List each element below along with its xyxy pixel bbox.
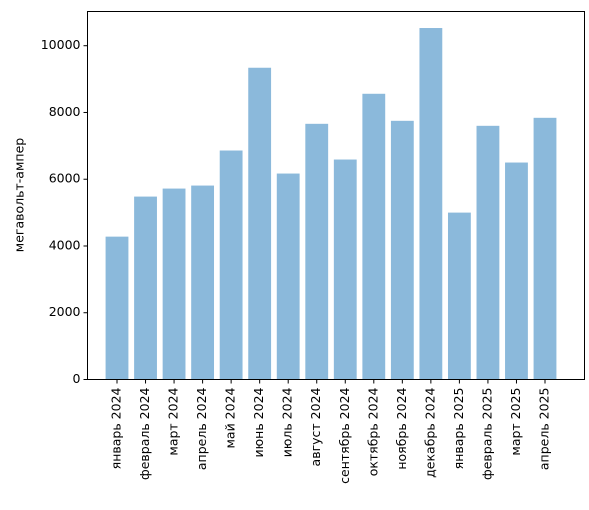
x-tick-label: декабрь 2024 — [422, 387, 437, 477]
bar — [305, 123, 329, 380]
bar — [333, 159, 357, 380]
x-tick-label: июль 2024 — [280, 387, 295, 457]
x-tick-label: февраль 2024 — [137, 387, 152, 480]
bar — [476, 125, 500, 380]
bar — [533, 117, 557, 380]
bar — [191, 185, 215, 380]
x-tick-label: ноябрь 2024 — [394, 387, 409, 469]
y-axis-label: мегавольт-ампер — [12, 138, 27, 252]
bar — [219, 150, 243, 380]
x-tick-label: сентябрь 2024 — [337, 387, 352, 483]
x-tick-label: март 2024 — [166, 387, 181, 455]
y-tick-label: 2000 — [49, 304, 81, 319]
bar — [276, 173, 300, 380]
x-tick-label: февраль 2025 — [479, 388, 494, 480]
y-tick-label: 0 — [73, 371, 81, 386]
x-tick-label: май 2024 — [223, 387, 238, 448]
bar — [162, 188, 186, 380]
x-tick-label: август 2024 — [308, 387, 323, 466]
bar — [447, 212, 471, 380]
x-tick-label: март 2025 — [508, 388, 523, 456]
bar — [134, 196, 157, 380]
x-tick-label: июнь 2024 — [251, 387, 266, 457]
plot-frame — [87, 11, 585, 380]
y-tick-label: 8000 — [49, 104, 81, 119]
y-tick-label: 6000 — [49, 171, 81, 186]
x-tick-label: октябрь 2024 — [365, 387, 380, 476]
x-tick-label: январь 2024 — [109, 387, 124, 469]
bar — [105, 236, 129, 380]
x-tick-label: апрель 2024 — [194, 387, 209, 470]
bar — [505, 162, 528, 380]
bar — [362, 93, 386, 380]
bar — [419, 28, 443, 380]
bar — [248, 67, 272, 380]
x-tick-label: январь 2025 — [451, 388, 466, 470]
x-tick-label: апрель 2025 — [537, 388, 552, 471]
bar — [390, 120, 414, 380]
y-tick-label: 10000 — [41, 37, 81, 52]
y-tick-label: 4000 — [49, 237, 81, 252]
